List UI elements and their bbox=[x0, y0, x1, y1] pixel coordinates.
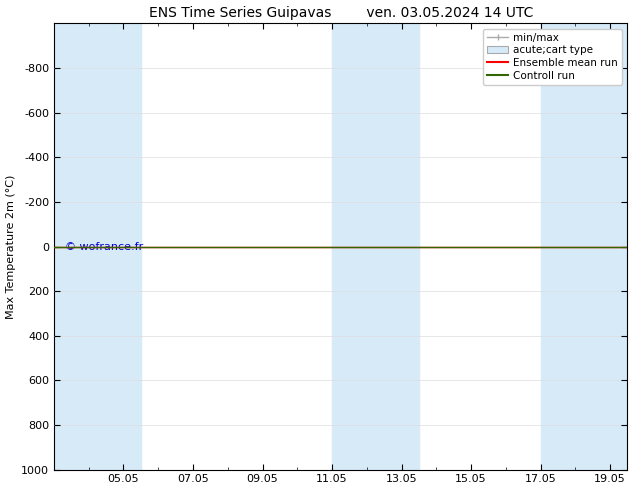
Bar bbox=[332, 24, 419, 469]
Bar bbox=[541, 24, 628, 469]
Legend: min/max, acute;cart type, Ensemble mean run, Controll run: min/max, acute;cart type, Ensemble mean … bbox=[483, 29, 622, 85]
Text: © wofrance.fr: © wofrance.fr bbox=[65, 242, 144, 251]
Y-axis label: Max Temperature 2m (°C): Max Temperature 2m (°C) bbox=[6, 174, 16, 318]
Bar bbox=[54, 24, 141, 469]
Title: ENS Time Series Guipavas        ven. 03.05.2024 14 UTC: ENS Time Series Guipavas ven. 03.05.2024… bbox=[148, 5, 533, 20]
